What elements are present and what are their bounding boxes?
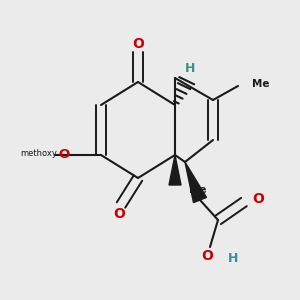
Text: H: H: [228, 253, 238, 266]
Text: H: H: [185, 61, 195, 74]
Text: O: O: [113, 207, 125, 221]
Text: O: O: [252, 192, 264, 206]
Text: O: O: [201, 249, 213, 263]
Text: Me: Me: [252, 79, 269, 89]
Polygon shape: [169, 155, 181, 185]
Text: O: O: [132, 37, 144, 51]
Polygon shape: [185, 162, 206, 202]
Text: Me: Me: [189, 185, 206, 195]
Text: methoxy: methoxy: [20, 149, 57, 158]
Text: O: O: [59, 148, 70, 161]
